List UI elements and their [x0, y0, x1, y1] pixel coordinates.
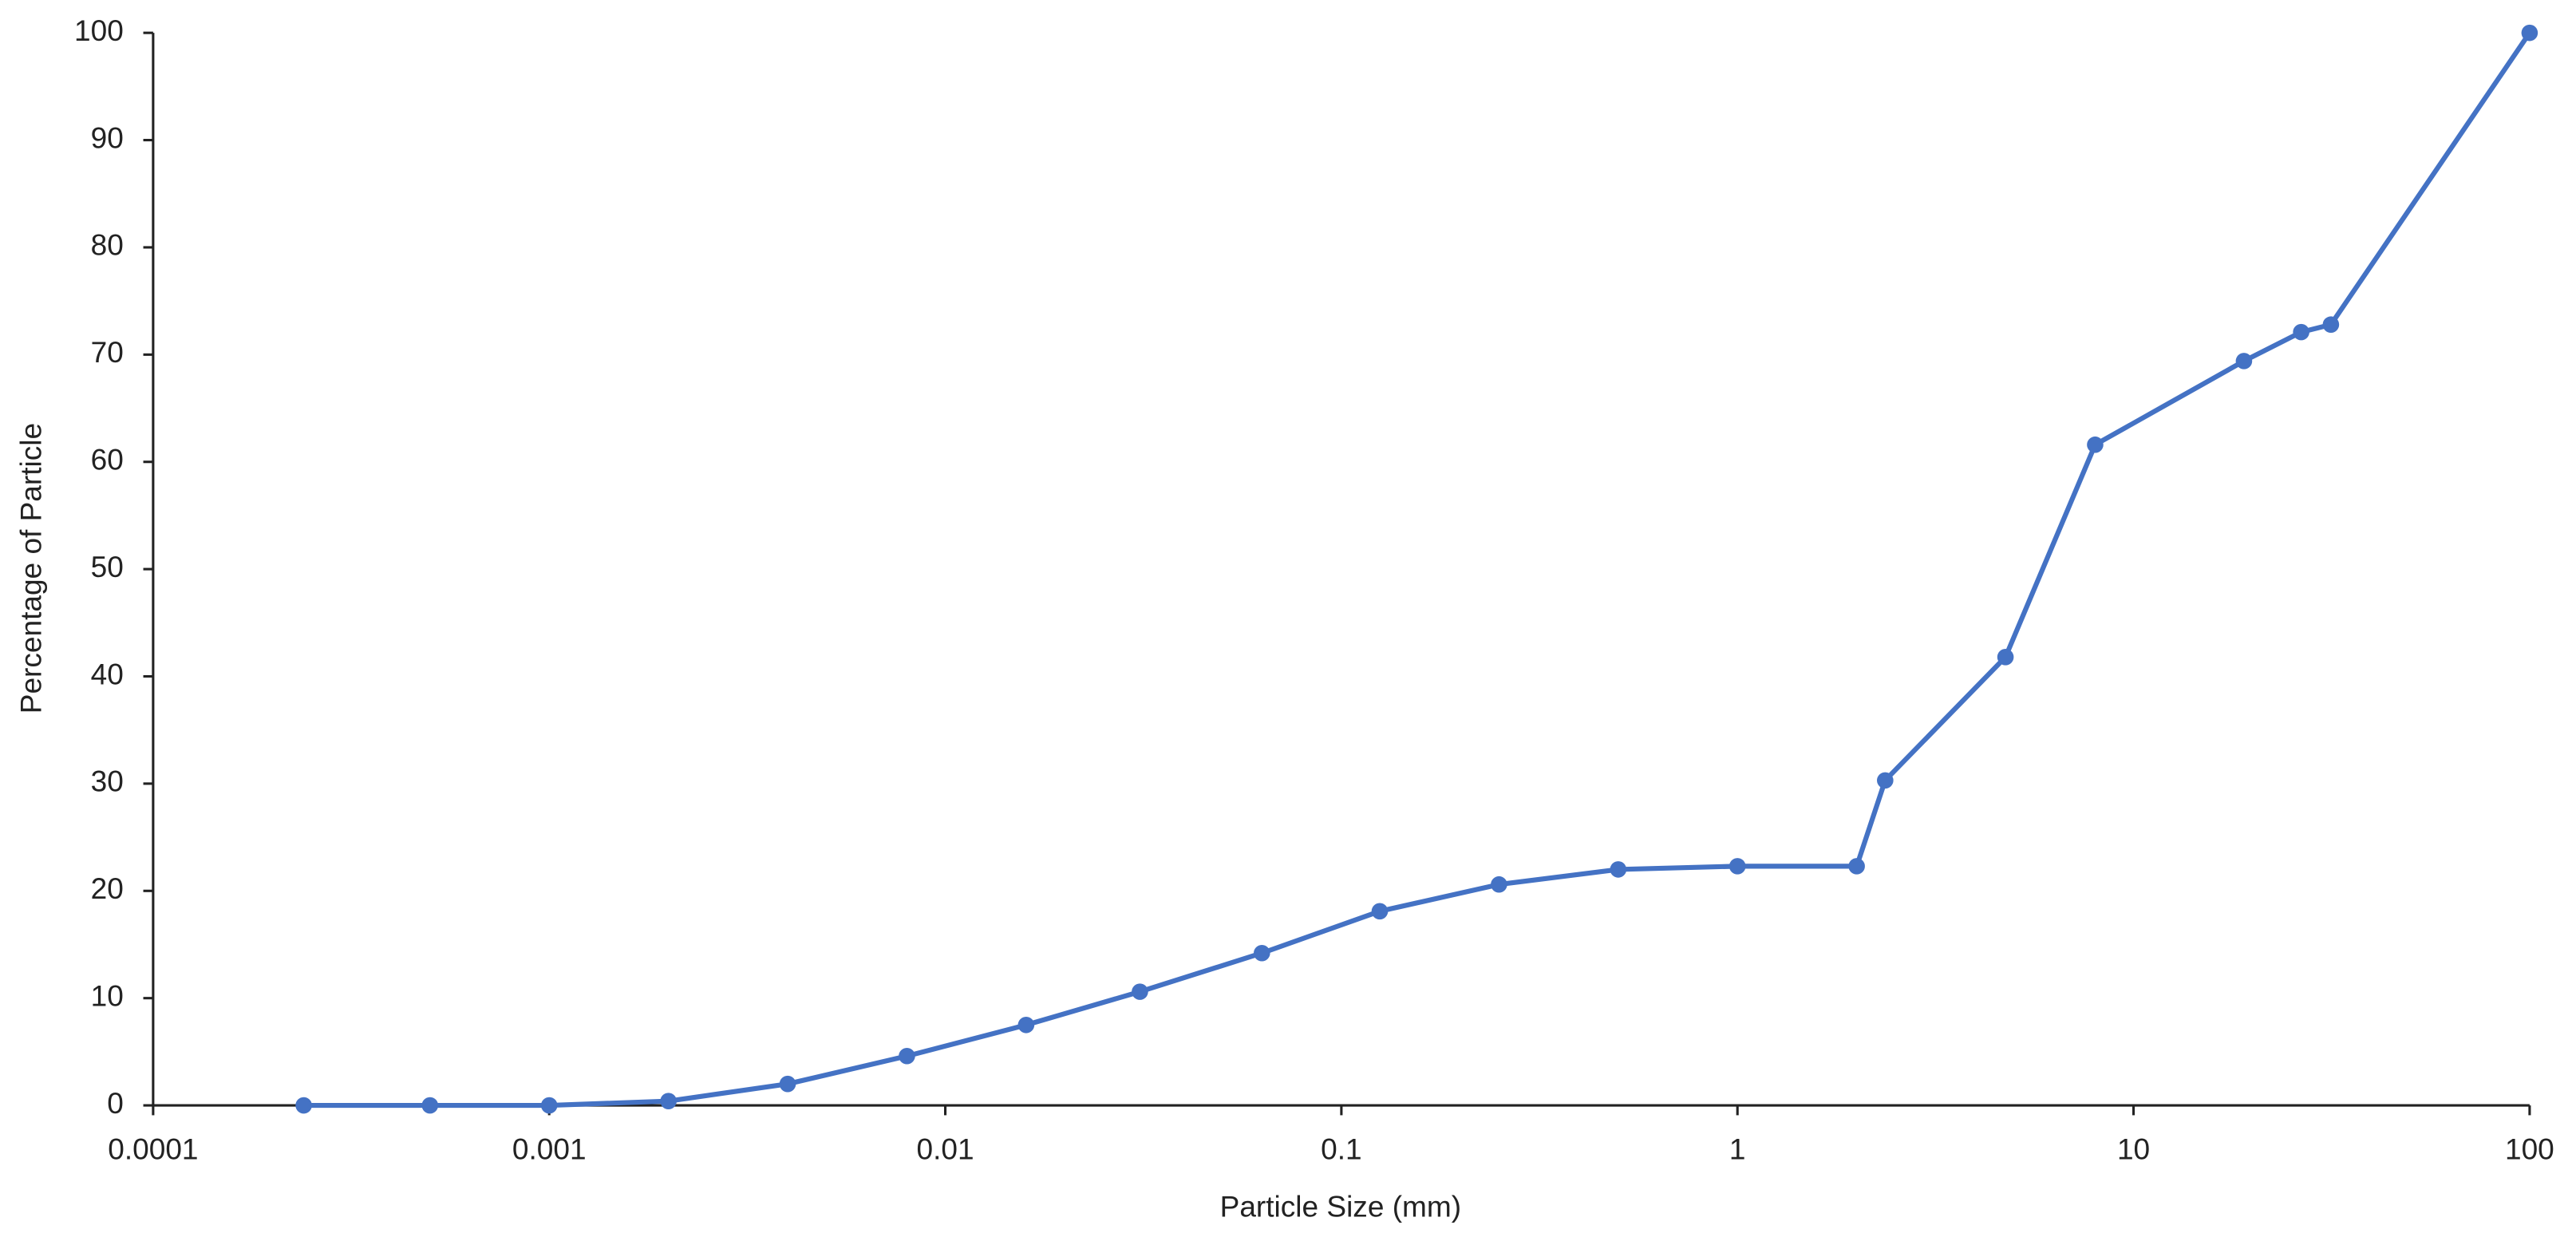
y-tick-label: 80 — [91, 228, 124, 262]
y-tick-label: 50 — [91, 550, 124, 583]
x-tick-label: 0.01 — [917, 1132, 974, 1165]
data-point — [1877, 772, 1894, 789]
data-point — [1610, 861, 1627, 878]
y-tick-label: 10 — [91, 978, 124, 1012]
data-point — [1254, 944, 1270, 962]
y-tick-label: 60 — [91, 443, 124, 476]
data-point — [2087, 436, 2104, 453]
y-tick-label: 30 — [91, 765, 124, 798]
x-tick-label: 10 — [2117, 1132, 2150, 1165]
data-point — [1729, 858, 1746, 875]
y-tick-label: 40 — [91, 657, 124, 690]
x-tick-label: 0.0001 — [108, 1132, 198, 1165]
data-point — [1132, 983, 1148, 1000]
data-line — [303, 31, 2532, 1109]
x-tick-label: 1 — [1729, 1132, 1746, 1165]
x-tick-label: 0.1 — [1321, 1132, 1361, 1165]
y-tick-label: 20 — [91, 872, 124, 905]
data-point — [1017, 1016, 1035, 1034]
data-point — [2322, 316, 2340, 333]
data-point — [2521, 24, 2538, 42]
y-tick-label: 90 — [91, 121, 124, 154]
data-point — [660, 1093, 677, 1109]
data-point — [295, 1097, 312, 1114]
data-point — [2293, 323, 2309, 341]
data-point — [1491, 875, 1507, 893]
data-point — [2235, 353, 2253, 370]
data-point — [1997, 649, 2014, 666]
y-axis-label: Percentage of Particle — [14, 423, 47, 713]
x-axis-label: Particle Size (mm) — [1220, 1190, 1461, 1223]
data-point — [1848, 858, 1865, 875]
x-tick-label: 0.001 — [512, 1132, 587, 1165]
y-tick-label: 100 — [74, 14, 124, 47]
data-point — [421, 1097, 439, 1114]
y-tick-label: 70 — [91, 335, 124, 369]
data-point — [779, 1075, 796, 1093]
x-tick-label: 100 — [2505, 1132, 2554, 1165]
data-point — [899, 1047, 915, 1065]
y-tick-label: 0 — [107, 1086, 124, 1120]
data-point — [1371, 903, 1389, 920]
data-point — [540, 1097, 558, 1114]
